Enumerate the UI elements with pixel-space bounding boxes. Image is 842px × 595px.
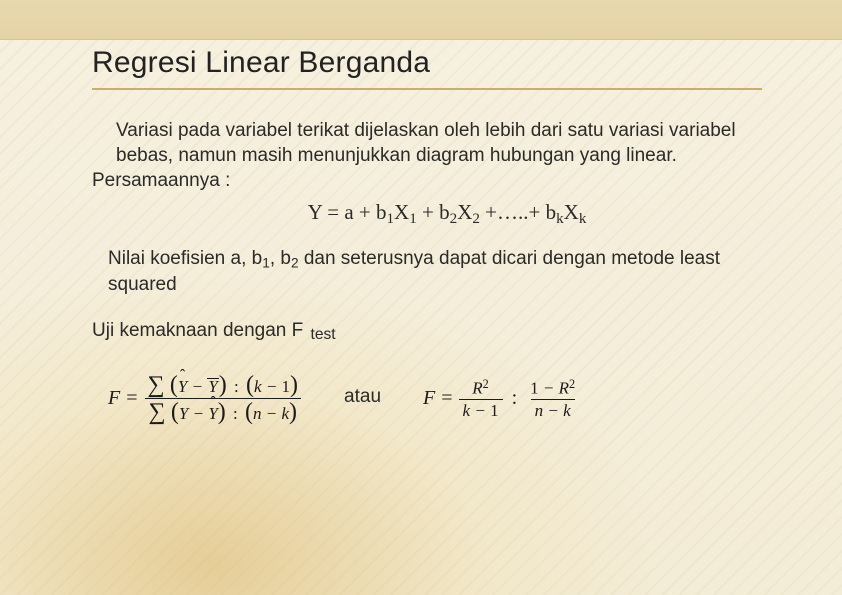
eq-equals: = (327, 200, 344, 224)
eq-ellipsis: +…..+ (485, 200, 545, 224)
formula-f-rsquared: F = R2 k − 1 : 1 − R2 n − k (423, 377, 579, 421)
fraction-left-num: ∑ (Y − Y) : (k − 1) (144, 373, 303, 398)
eq-term-2: b2X2 (439, 200, 485, 224)
equals-sign: = (126, 385, 137, 411)
eq-plus: + (359, 200, 376, 224)
slide-body: Variasi pada variabel terikat dijelaskan… (92, 118, 762, 424)
slide: Regresi Linear Berganda Variasi pada var… (0, 0, 842, 595)
regression-equation: Y = a + b1X1 + b2X2 +…..+ bkXk (92, 199, 762, 230)
eq-lhs: Y (308, 200, 322, 224)
eq-plus: + (422, 200, 439, 224)
equals-sign: = (441, 385, 452, 411)
formula-f-sums: F = ∑ (Y − Y) : (k − 1) ∑ (Y − Y) : (n −… (108, 373, 302, 424)
eq-intercept: a (344, 200, 353, 224)
ftest-label: Uji kemaknaan dengan F test (92, 318, 762, 346)
colon-divider: : (509, 385, 521, 411)
f-symbol: F (108, 385, 120, 411)
intro-text: Variasi pada variabel terikat dijelaskan… (116, 118, 736, 168)
f-symbol: F (423, 385, 435, 411)
or-label: atau (336, 384, 389, 413)
eq-term-k: bkXk (546, 200, 587, 224)
eq-term-1: b1X1 (376, 200, 422, 224)
equation-label: Persamaannya : (92, 168, 712, 193)
fraction-r2-left: R2 k − 1 (459, 377, 503, 421)
fraction-r2-right: 1 − R2 n − k (526, 377, 579, 421)
note-text: Nilai koefisien a, b1, b2 dan seterusnya… (108, 246, 748, 298)
note-prefix: Nilai koefisien a, b (108, 248, 262, 269)
slide-title: Regresi Linear Berganda (92, 46, 762, 90)
formula-row: F = ∑ (Y − Y) : (k − 1) ∑ (Y − Y) : (n −… (108, 373, 762, 424)
fraction-left-den: ∑ (Y − Y) : (n − k) (145, 398, 302, 424)
fraction-left: ∑ (Y − Y) : (k − 1) ∑ (Y − Y) : (n − k) (144, 373, 303, 424)
ftest-subscript: test (309, 326, 336, 343)
